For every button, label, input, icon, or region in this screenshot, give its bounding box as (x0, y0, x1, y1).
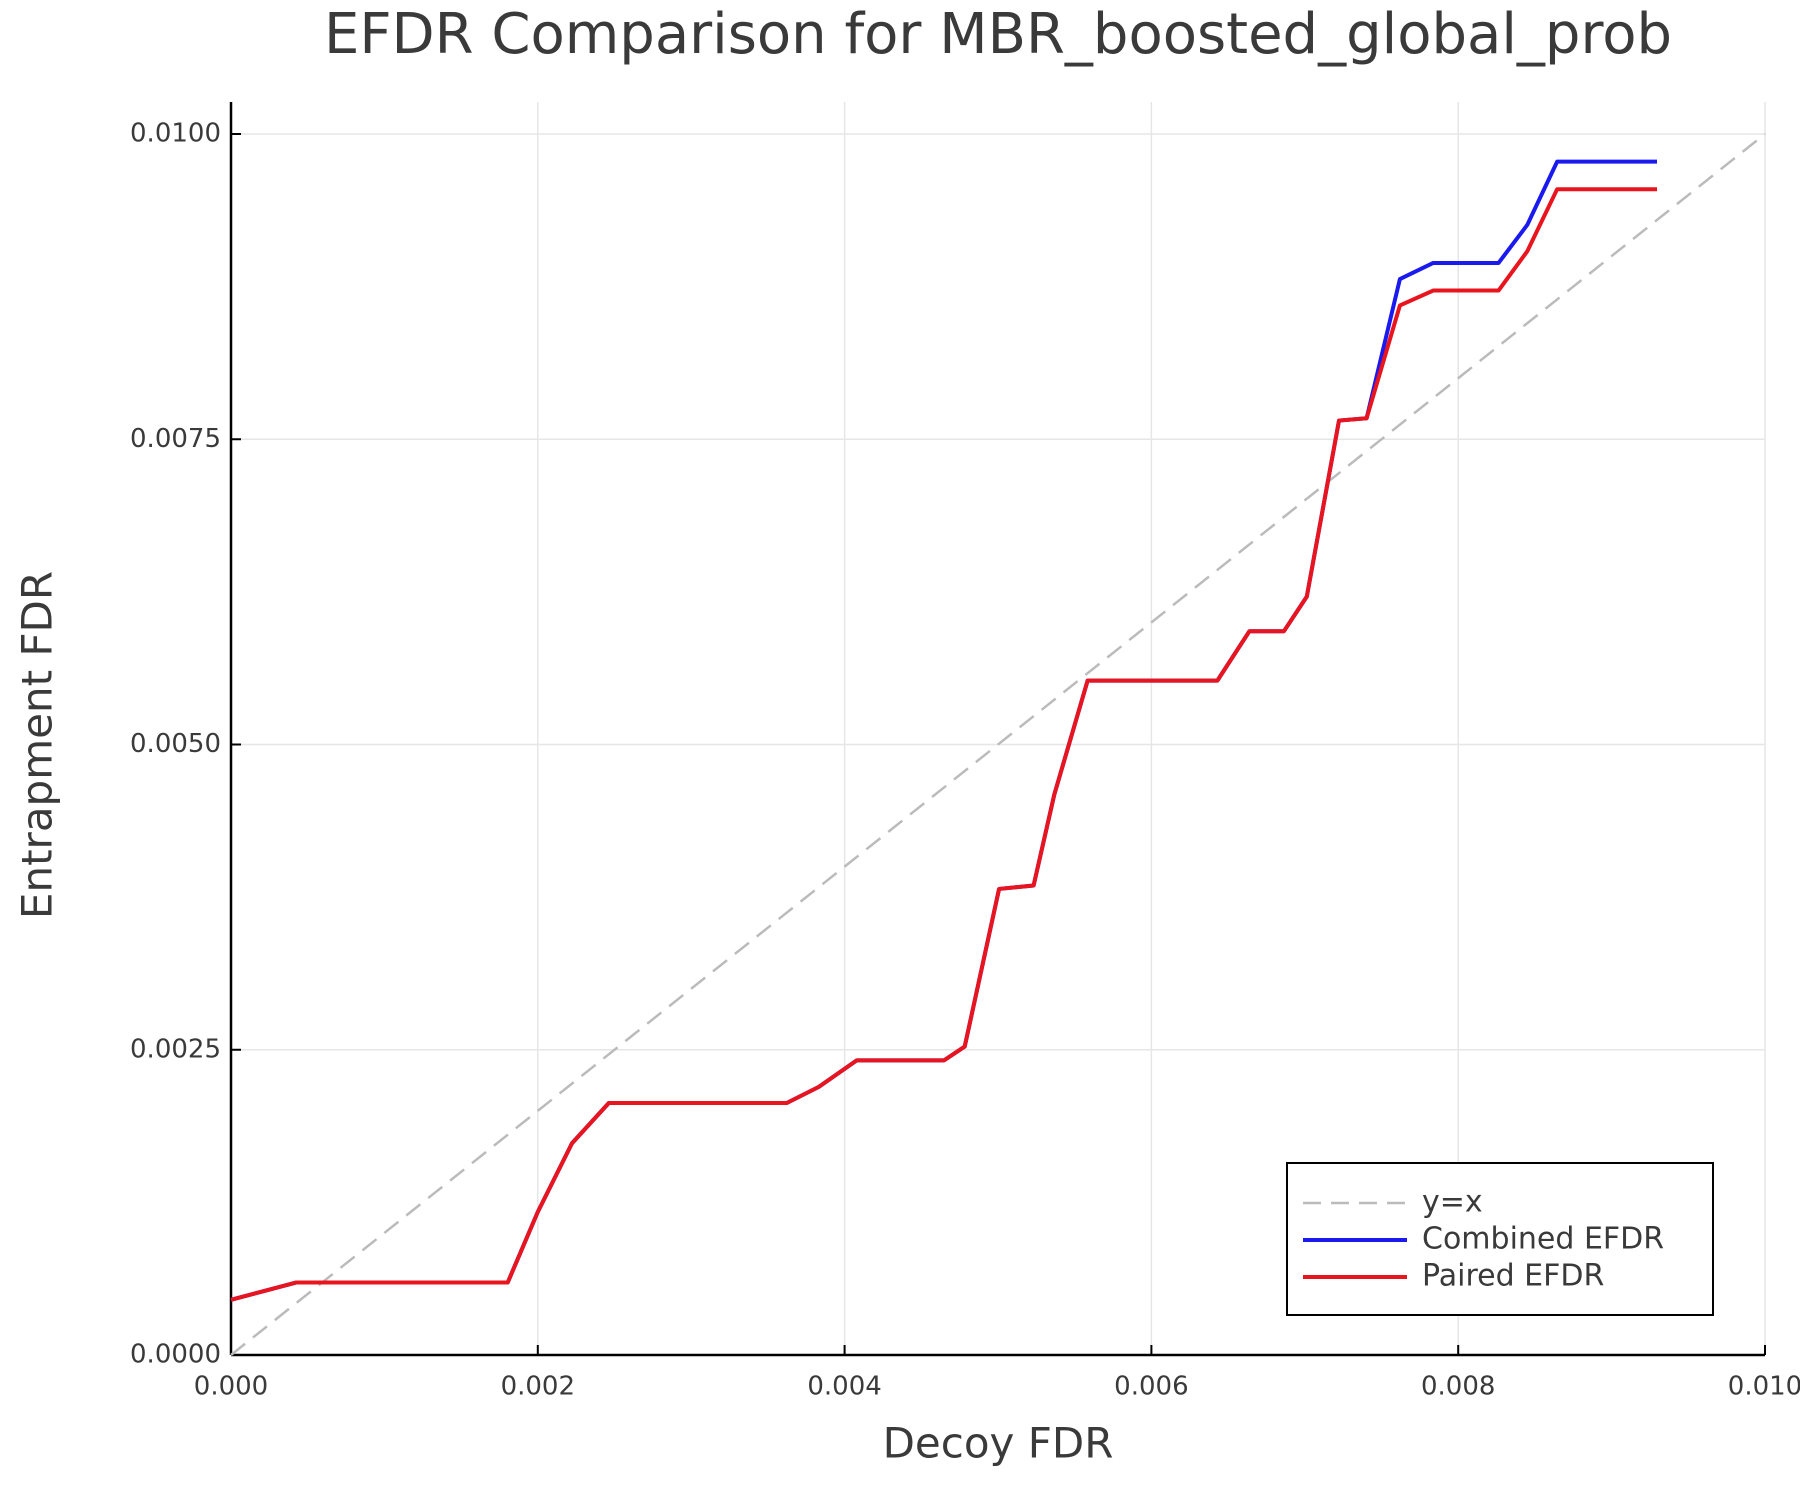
y-tick-label: 0.0050 (130, 729, 221, 759)
x-tick-label: 0.006 (1114, 1372, 1188, 1402)
x-tick-label: 0.008 (1421, 1372, 1495, 1402)
x-tick-label: 0.010 (1728, 1372, 1800, 1402)
x-axis-label: Decoy FDR (883, 1419, 1114, 1468)
series-line (230, 133, 1766, 1356)
x-tick-label: 0.000 (194, 1372, 268, 1402)
y-tick-label: 0.0075 (130, 424, 221, 454)
x-tick-label: 0.002 (501, 1372, 575, 1402)
y-axis-label: Entrapment FDR (13, 571, 62, 919)
series-line (230, 187, 1658, 1302)
y-tick-label: 0.0100 (130, 119, 221, 149)
y-tick-label: 0.0025 (130, 1034, 221, 1064)
legend-label: y=x (1422, 1185, 1483, 1220)
legend-label: Paired EFDR (1422, 1259, 1604, 1294)
series-line (230, 159, 1658, 1302)
legend-label: Combined EFDR (1422, 1222, 1664, 1257)
chart-title: EFDR Comparison for MBR_boosted_global_p… (324, 2, 1672, 67)
y-tick-label: 0.0000 (130, 1340, 221, 1370)
x-tick-label: 0.004 (807, 1372, 881, 1402)
